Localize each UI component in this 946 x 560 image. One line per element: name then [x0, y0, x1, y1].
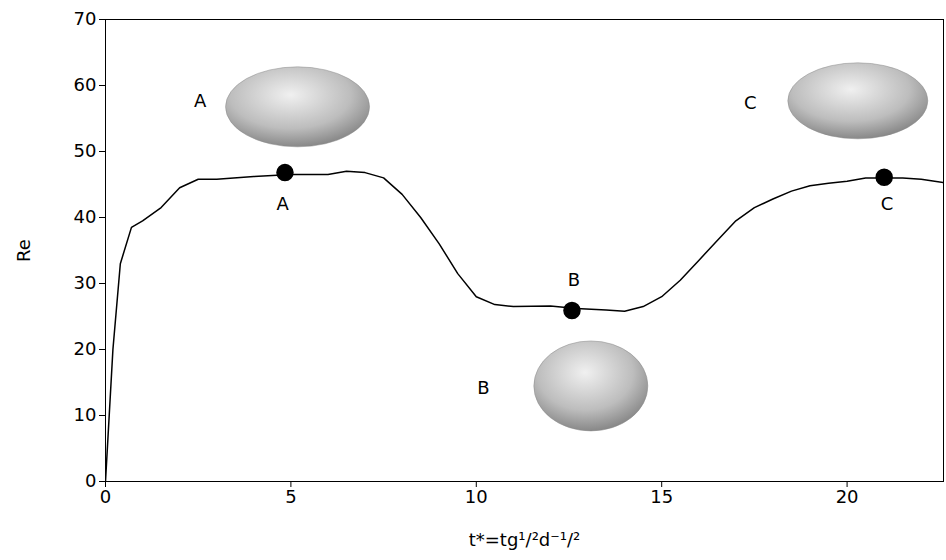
svg-text:A: A	[194, 90, 207, 111]
svg-text:B: B	[568, 269, 580, 290]
svg-text:60: 60	[74, 74, 97, 95]
svg-text:70: 70	[74, 8, 97, 29]
svg-text:40: 40	[74, 206, 97, 227]
svg-text:15: 15	[650, 486, 673, 507]
svg-text:50: 50	[74, 140, 97, 161]
svg-text:5: 5	[285, 486, 296, 507]
svg-text:20: 20	[74, 338, 97, 359]
svg-text:30: 30	[74, 272, 97, 293]
svg-text:C: C	[744, 92, 757, 113]
svg-text:10: 10	[465, 486, 488, 507]
svg-text:0: 0	[85, 470, 96, 491]
svg-text:B: B	[477, 377, 489, 398]
svg-text:Re: Re	[13, 239, 34, 262]
svg-text:A: A	[277, 193, 290, 214]
svg-text:0: 0	[100, 486, 111, 507]
svg-text:20: 20	[836, 486, 859, 507]
svg-text:t*=tg¹/²d⁻¹/²: t*=tg¹/²d⁻¹/²	[469, 529, 581, 550]
svg-text:C: C	[881, 193, 894, 214]
svg-text:10: 10	[74, 404, 97, 425]
